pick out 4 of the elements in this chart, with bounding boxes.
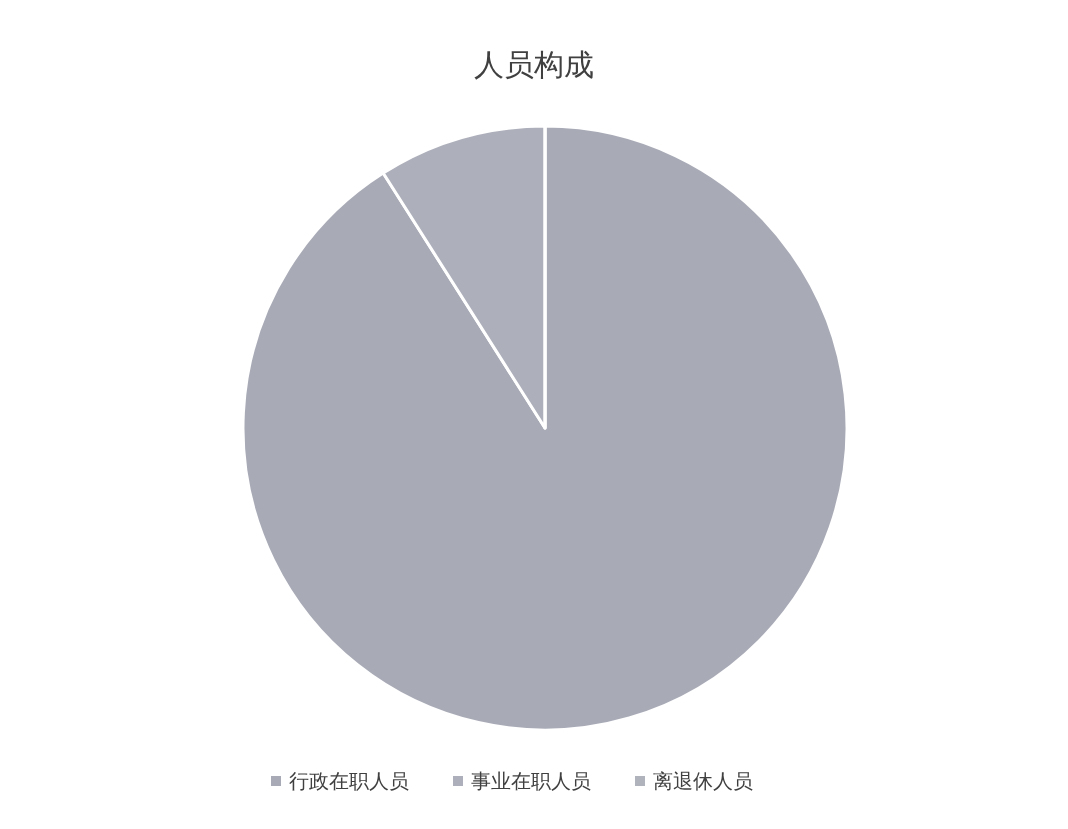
legend-label: 事业在职人员: [471, 769, 591, 793]
legend-label: 离退休人员: [653, 769, 753, 793]
chart-title: 人员构成: [474, 47, 594, 82]
legend-label: 行政在职人员: [289, 769, 409, 793]
